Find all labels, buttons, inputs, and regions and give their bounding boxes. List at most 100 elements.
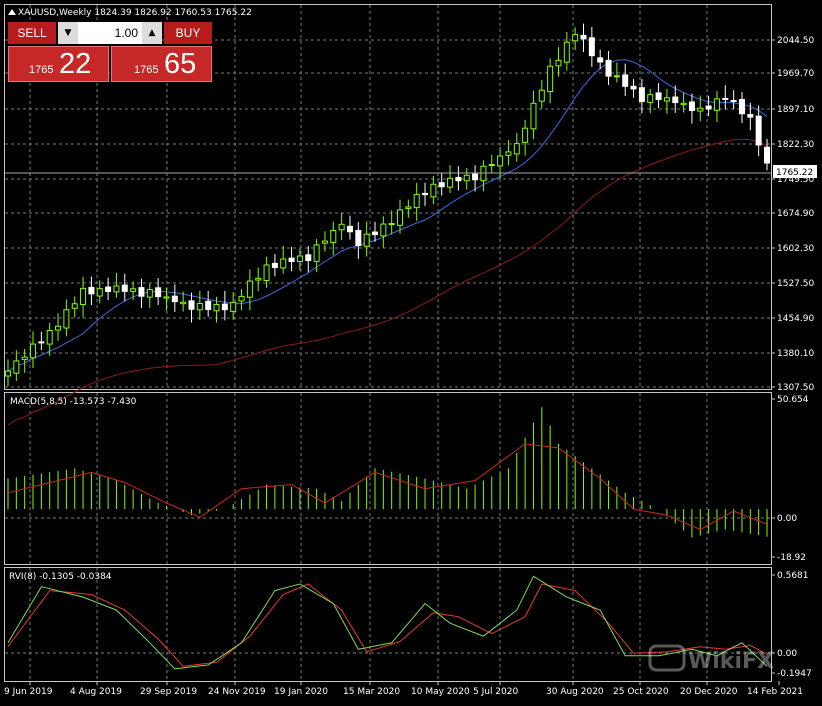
candle-body [196,302,203,311]
price-tick-label: 1749.50 [777,175,814,185]
candle-body [96,288,103,297]
candle-body [313,244,320,262]
candle-body [338,223,345,231]
candle-body [105,286,112,292]
main-price-panel[interactable] [4,4,772,390]
candle-body [764,146,770,164]
sell-button[interactable]: SELL [8,22,56,44]
sell-price-box[interactable]: 1765 22 [8,46,109,82]
candle-body [288,257,295,262]
price-series [5,23,770,426]
candle-body [380,223,387,237]
time-tick-label: 29 Sep 2019 [140,687,197,697]
candle-body [296,255,303,262]
candle-body [622,74,629,87]
lot-decrease-icon[interactable]: ▼ [58,22,78,44]
candle-body [563,41,570,63]
rvi-series [7,575,768,670]
time-tick-label: 25 Oct 2020 [613,687,669,697]
time-tick-label: 24 Nov 2019 [208,687,266,697]
candle-body [488,164,495,167]
candle-body [5,370,11,377]
candle-body [130,288,137,292]
buy-button[interactable]: BUY [164,22,212,44]
candle-body [413,193,420,209]
price-tick-label: 1602.30 [777,244,814,254]
time-tick-label: 4 Aug 2019 [70,687,122,697]
candle-body [438,182,445,188]
time-tick-label: 15 Mar 2020 [343,687,400,697]
candle-body [21,356,28,361]
macd-tick-label: 50.654 [777,395,809,405]
candle-body [346,225,353,233]
time-tick-label: 14 Feb 2021 [747,687,803,697]
candle-body [71,303,78,309]
candle-body [363,233,370,247]
candle-body [705,105,712,110]
candle-body [113,285,120,293]
candle-body [588,37,595,57]
macd-signal-line [7,443,768,530]
candle-body [321,240,328,244]
sell-price-prefix: 1765 [29,64,54,76]
price-axis: 2044.50 1969.70 1897.10 1822.30 1749.50 1674.… [771,36,814,393]
rvi-axis: 0.5681 0.00 -0.1947 [771,571,812,679]
candle-body [271,262,278,268]
time-tick-label: 19 Jan 2020 [274,687,328,697]
watermark-logo-icon [648,644,686,672]
macd-panel[interactable] [4,392,772,565]
candle-body [672,96,679,104]
candle-body [138,287,145,297]
collapse-triangle-icon[interactable] [8,9,16,15]
macd-tick-label: -18.92 [777,553,806,563]
candle-body [405,206,412,209]
candle-body [388,223,395,226]
rvi-tick-label: 0.5681 [777,571,809,581]
price-tick-label: 1454.90 [777,314,814,324]
rvi-panel[interactable] [4,567,772,682]
candle-body [121,284,128,292]
lot-size-input[interactable]: 1.00 [114,26,138,40]
candle-body [238,295,245,302]
lot-increase-icon[interactable]: ▲ [142,22,162,44]
macd-tick-label: 0.00 [777,514,797,524]
candle-body [472,173,479,181]
buy-price-main: 65 [164,48,197,80]
lot-size-stepper[interactable]: ▼ 1.00 ▲ [58,22,162,44]
time-axis: 9 Jun 2019 4 Aug 2019 29 Sep 2019 24 Nov 20… [4,681,803,697]
candle-body [605,59,612,77]
moving-average-slow [7,138,768,426]
sell-price-main: 22 [59,48,92,80]
candle-body [355,229,362,247]
candle-body [572,34,579,42]
macd-title: MACD(5,8,5) -13.573 -7.430 [10,397,137,407]
current-price-label: 1765.22 [776,168,813,178]
candle-body [597,57,604,63]
candle-body [747,113,754,118]
price-tick-label: 1822.30 [777,140,814,150]
buy-price-box[interactable]: 1765 65 [111,46,212,82]
candle-body [655,92,662,101]
candle-body [38,341,45,344]
candle-body [163,296,170,299]
current-price-box [773,165,817,178]
candle-body [580,34,587,40]
candle-body [180,301,187,305]
candle-body [255,277,262,281]
candle-body [613,75,620,78]
candle-body [680,102,687,106]
price-tick-label: 1897.10 [777,105,814,115]
price-tick-label: 1307.50 [777,383,814,393]
candle-body [547,65,554,93]
symbol-info-title: XAUUSD,Weekly 1824.39 1826.92 1760.53 17… [18,8,252,18]
candle-body [530,102,537,130]
candle-body [713,98,720,111]
candle-body [263,264,270,282]
candle-body [397,209,404,226]
candle-body [638,87,645,102]
rvi-main-line [7,575,768,670]
moving-average-fast [7,59,768,372]
candle-body [46,329,53,345]
price-tick-label: 2044.50 [777,36,814,46]
